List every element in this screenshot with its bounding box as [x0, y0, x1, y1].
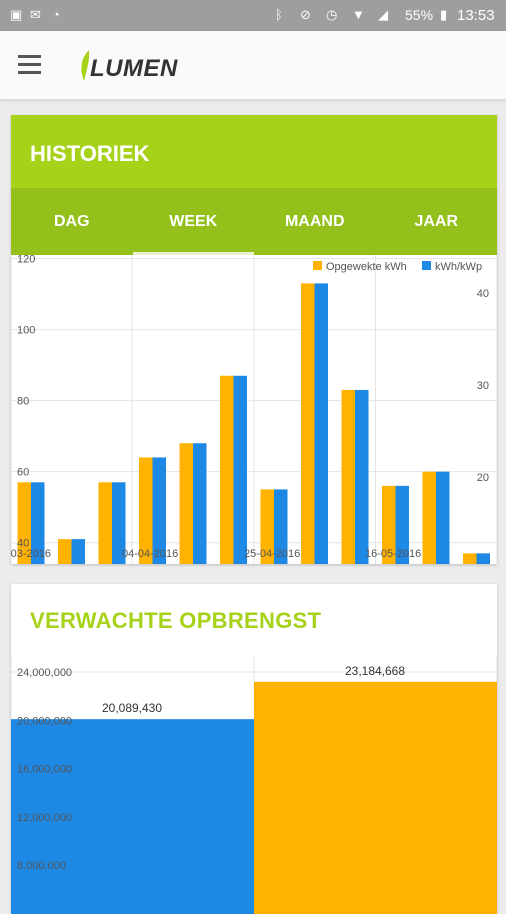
- tab-jaar[interactable]: JAAR: [414, 213, 459, 230]
- history-bar-chart: 120 100 80 60 40 40 30 20 -03-2016 04-04-2016 25-0…: [11, 255, 497, 564]
- bar-opgewekte-kwh: [422, 471, 436, 564]
- menu-icon[interactable]: [18, 55, 42, 75]
- y-left-tick-label: 120: [17, 255, 35, 266]
- expected-yield-bar: [254, 681, 497, 914]
- bar-kwh-per-kwp: [31, 482, 45, 564]
- bar-kwh-per-kwp: [71, 539, 85, 564]
- y-tick-label: 20,000,000: [17, 715, 72, 727]
- historiek-card: HISTORIEK DAG WEEK MAAND JAAR 120 100 80 60…: [11, 115, 497, 564]
- bluetooth-icon: ᛒ: [275, 7, 283, 22]
- bar-kwh-per-kwp: [476, 553, 490, 564]
- bar-opgewekte-kwh: [98, 482, 112, 564]
- bar-kwh-per-kwp: [355, 389, 369, 564]
- y-left-tick-label: 40: [17, 538, 29, 550]
- bar-value-label: 20,089,430: [102, 701, 162, 715]
- legend-swatch-opgewekte: [313, 261, 322, 270]
- bar-kwh-per-kwp: [436, 471, 450, 564]
- y-right-tick-label: 20: [477, 472, 489, 484]
- bar-kwh-per-kwp: [193, 443, 207, 564]
- bar-kwh-per-kwp: [233, 375, 247, 564]
- status-bar: ▣ ✉ ◔ ᛒ ⊘ ◷ ▼ ◢ 55% ▮ 13:53: [0, 0, 506, 31]
- leaf-icon: [81, 50, 90, 81]
- expected-yield-chart: 24,000,000 20,000,000 16,000,000 12,000,000…: [11, 656, 497, 914]
- bar-opgewekte-kwh: [139, 457, 153, 564]
- y-left-tick-label: 60: [17, 467, 29, 479]
- verwachte-card: VERWACHTE OPBRENGST 24,000,000 20,000,000…: [11, 584, 497, 914]
- verwachte-title: VERWACHTE OPBRENGST: [30, 608, 322, 633]
- bar-opgewekte-kwh: [301, 283, 315, 564]
- y-left-tick-label: 100: [17, 325, 35, 337]
- tab-dag[interactable]: DAG: [53, 213, 90, 230]
- mail-icon: ✉: [30, 7, 41, 22]
- image-icon: ▣: [10, 7, 23, 22]
- period-tabs: DAG WEEK MAAND JAAR: [11, 188, 497, 255]
- x-tick-label: 16-05-2016: [365, 548, 421, 560]
- signal-icon: ◢: [378, 7, 388, 22]
- y-tick-label: 16,000,000: [17, 764, 72, 776]
- sync-icon: ◔: [52, 7, 60, 22]
- bar-opgewekte-kwh: [17, 482, 31, 564]
- tab-maand[interactable]: MAAND: [284, 213, 345, 230]
- wifi-icon: ▼: [352, 7, 365, 22]
- y-tick-label: 12,000,000: [17, 812, 72, 824]
- bar-opgewekte-kwh: [220, 375, 234, 564]
- y-tick-label: 8,000,000: [17, 860, 66, 872]
- bar-opgewekte-kwh: [179, 443, 193, 564]
- bar-opgewekte-kwh: [341, 389, 355, 564]
- y-right-tick-label: 40: [477, 288, 489, 300]
- battery-percentage: 55%: [405, 7, 434, 23]
- x-tick-label: -03-2016: [11, 548, 51, 560]
- bar-kwh-per-kwp: [152, 457, 166, 564]
- battery-icon: ▮: [440, 7, 448, 22]
- bar-value-label: 23,184,668: [345, 664, 405, 678]
- y-left-tick-label: 80: [17, 396, 29, 408]
- bar-opgewekte-kwh: [463, 553, 477, 564]
- bell-off-icon: ⊘: [300, 7, 311, 22]
- clock-time: 13:53: [457, 7, 495, 24]
- alarm-icon: ◷: [326, 7, 338, 22]
- bar-kwh-per-kwp: [274, 489, 288, 564]
- historiek-header: HISTORIEK: [11, 115, 497, 188]
- legend-label-opgewekte: Opgewekte kWh: [326, 261, 407, 273]
- legend-label-kwh-kwp: kWh/kWp: [435, 261, 482, 273]
- logo-text: LUMEN: [90, 55, 178, 82]
- expected-yield-bar: [11, 719, 254, 914]
- x-tick-label: 04-04-2016: [122, 548, 178, 560]
- y-right-tick-label: 30: [477, 380, 489, 392]
- bar-kwh-per-kwp: [112, 482, 126, 564]
- bar-kwh-per-kwp: [395, 485, 409, 564]
- bar-opgewekte-kwh: [382, 485, 396, 564]
- lumen-logo: LUMEN: [78, 49, 198, 83]
- bar-kwh-per-kwp: [314, 283, 328, 564]
- legend-swatch-kwh-kwp: [422, 261, 431, 270]
- x-tick-label: 25-04-2016: [244, 548, 300, 560]
- app-bar: LUMEN: [0, 31, 506, 100]
- tab-week[interactable]: WEEK: [132, 188, 254, 255]
- historiek-title: HISTORIEK: [30, 141, 150, 166]
- y-tick-label: 24,000,000: [17, 667, 72, 679]
- bar-opgewekte-kwh: [58, 539, 72, 564]
- bar-opgewekte-kwh: [260, 489, 274, 564]
